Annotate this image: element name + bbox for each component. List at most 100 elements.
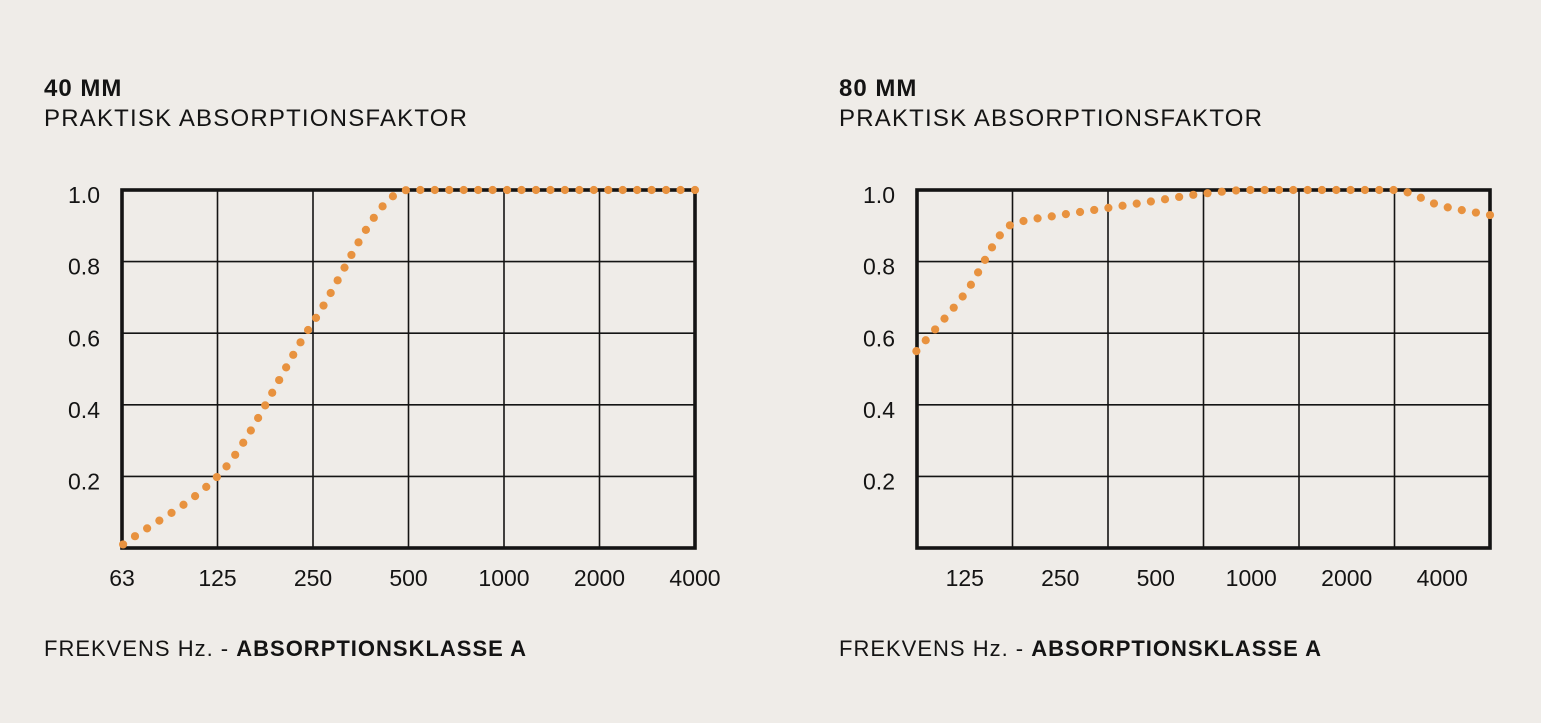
data-dot: [474, 185, 483, 195]
x-tick-label: 500: [1137, 565, 1175, 591]
y-tick-label: 0.8: [863, 254, 895, 280]
data-dot: [1485, 210, 1495, 220]
data-dot: [275, 375, 284, 385]
data-dot: [966, 280, 975, 289]
data-dot: [1033, 214, 1042, 223]
data-dot: [202, 482, 211, 492]
data-dot: [1061, 210, 1070, 219]
data-dot: [268, 388, 277, 397]
data-dot: [333, 276, 342, 285]
data-dot: [1403, 188, 1412, 197]
data-dot: [246, 426, 255, 435]
data-dot: [311, 313, 321, 322]
data-dot: [1203, 189, 1212, 198]
data-dot: [282, 363, 291, 372]
data-dot: [921, 336, 930, 345]
chart-subtitle-80mm: PRAKTISK ABSORPTIONSFAKTOR: [839, 105, 1264, 132]
x-tick-label: 250: [1041, 565, 1079, 591]
data-dot: [119, 540, 128, 549]
data-dot: [1005, 221, 1014, 230]
absorption-plot-80mm: 1.0 0.8 0.6 0.4 0.2 125 250 500 1000 2000 4000: [863, 182, 1495, 591]
x-tick-label: 250: [294, 565, 332, 591]
data-dot: [1019, 216, 1028, 226]
data-dot: [1075, 207, 1085, 217]
data-dot: [517, 185, 526, 195]
data-dot: [261, 401, 270, 410]
y-tick-label: 0.6: [863, 325, 895, 351]
data-dot: [1416, 193, 1425, 202]
y-tick-label: 1.0: [863, 182, 895, 208]
data-dot: [143, 524, 152, 533]
absorption-plot-40mm: 1.0 0.8 0.6 0.4 0.2 63 125 250 500 1000 2000 4000: [68, 182, 721, 591]
data-dot: [1289, 185, 1298, 195]
data-dot: [1332, 185, 1341, 195]
data-dot: [1118, 201, 1127, 210]
data-dot: [987, 243, 997, 252]
data-dot: [1189, 190, 1198, 199]
data-dot: [445, 185, 454, 195]
data-dot: [1231, 186, 1241, 195]
data-dot: [1389, 185, 1398, 195]
data-dot: [1375, 185, 1384, 195]
x-tick-label: 2000: [1321, 565, 1372, 591]
data-dot: [958, 292, 967, 301]
data-dot: [361, 225, 370, 234]
chart-80mm: 80 MM PRAKTISK ABSORPTIONSFAKTOR 1.0 0.8 0…: [839, 0, 1541, 723]
y-tick-label: 0.4: [68, 397, 100, 423]
data-dot: [430, 185, 439, 195]
data-dot: [1274, 185, 1284, 195]
data-dot: [303, 325, 313, 335]
data-dot: [980, 255, 990, 264]
data-dot: [1217, 187, 1226, 196]
data-dot: [546, 185, 555, 195]
data-dot: [254, 413, 263, 423]
x-tick-label: 1000: [1226, 565, 1277, 591]
plot-border: [915, 188, 1492, 550]
x-tick-label: 63: [109, 565, 135, 591]
data-dot: [354, 238, 363, 247]
data-dot: [459, 185, 468, 195]
data-dot: [931, 325, 940, 334]
data-dot: [388, 192, 398, 201]
data-dot: [1443, 203, 1452, 212]
data-dot: [191, 492, 200, 501]
data-dot: [1104, 203, 1113, 212]
data-dot: [130, 532, 140, 541]
y-tick-label: 0.2: [68, 468, 100, 494]
x-tick-label: 1000: [478, 565, 529, 591]
data-dot: [1303, 185, 1312, 195]
data-dot: [1346, 185, 1355, 195]
x-tick-label: 2000: [574, 565, 625, 591]
data-dot: [401, 186, 410, 195]
data-dot: [326, 288, 335, 298]
data-dot: [296, 338, 305, 347]
data-dot: [949, 303, 958, 312]
data-dot: [676, 185, 685, 195]
data-dot: [231, 450, 240, 459]
data-dot: [647, 185, 656, 195]
data-dot: [1260, 185, 1269, 195]
caption-bold: ABSORPTIONSKLASSE A: [236, 636, 528, 661]
y-tick-label: 0.8: [68, 254, 100, 280]
data-dot: [340, 263, 349, 272]
x-tick-label: 500: [389, 565, 427, 591]
data-dot: [212, 472, 221, 482]
data-dot: [167, 508, 176, 517]
y-tick-label: 0.4: [863, 397, 895, 423]
x-tick-label: 4000: [1417, 565, 1468, 591]
data-dot: [378, 202, 387, 211]
data-dot: [633, 185, 642, 195]
data-dot: [1160, 195, 1170, 204]
data-dot: [531, 185, 541, 195]
data-dot: [1246, 185, 1255, 195]
data-dot: [289, 350, 298, 359]
data-dot: [369, 213, 378, 222]
data-dot: [1090, 205, 1099, 215]
data-dot: [974, 268, 983, 277]
data-dot: [155, 516, 164, 525]
data-dot: [940, 314, 949, 323]
x-axis-caption-40mm: FREKVENS Hz. - ABSORPTIONSKLASSE A: [44, 636, 527, 662]
data-dot: [589, 185, 598, 195]
x-tick-label: 4000: [669, 565, 720, 591]
